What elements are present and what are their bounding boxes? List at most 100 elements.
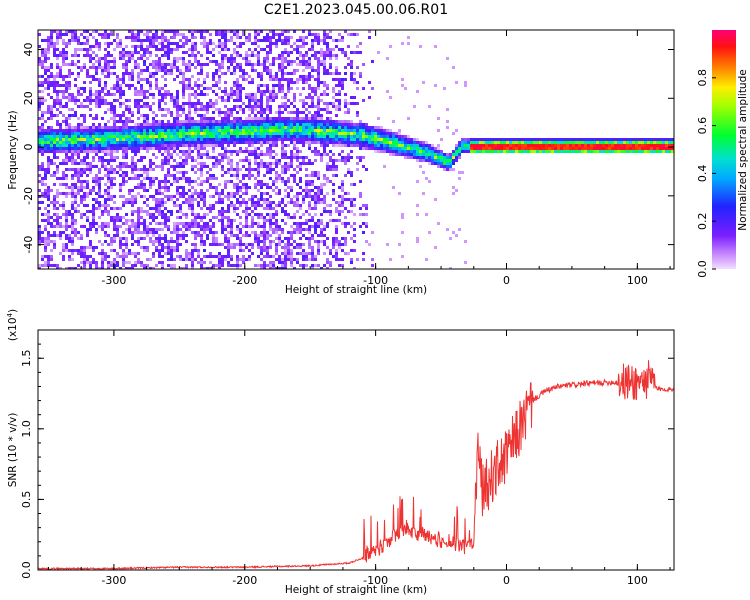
heatmap-cell: [176, 144, 179, 147]
heatmap-cell: [53, 246, 56, 249]
heatmap-cell: [140, 183, 143, 186]
heatmap-cell: [410, 147, 413, 150]
heatmap-cell: [335, 72, 338, 75]
heatmap-cell: [197, 126, 200, 129]
heatmap-cell: [290, 264, 293, 267]
heatmap-cell: [173, 150, 176, 153]
heatmap-cell: [104, 192, 107, 195]
heatmap-cell: [95, 228, 98, 231]
heatmap-cell: [347, 126, 350, 129]
heatmap-cell: [350, 102, 353, 105]
heatmap-cell: [245, 39, 248, 42]
heatmap-cell: [377, 144, 380, 147]
heatmap-cell: [251, 126, 254, 129]
heatmap-cell: [143, 177, 146, 180]
heatmap-cell: [227, 255, 230, 258]
heatmap-cell: [230, 138, 233, 141]
heatmap-cell: [176, 240, 179, 243]
heatmap-cell: [62, 159, 65, 162]
heatmap-cell: [338, 120, 341, 123]
heatmap-cell: [59, 111, 62, 114]
heatmap-cell: [179, 204, 182, 207]
heatmap-cell: [203, 162, 206, 165]
heatmap-cell: [182, 78, 185, 81]
heatmap-cell: [266, 123, 269, 126]
heatmap-cell: [305, 60, 308, 63]
heatmap-cell: [362, 141, 365, 144]
heatmap-cell: [221, 231, 224, 234]
heatmap-cell: [209, 243, 212, 246]
heatmap-cell: [263, 225, 266, 228]
heatmap-cell: [281, 60, 284, 63]
heatmap-cell: [101, 225, 104, 228]
heatmap-cell: [107, 147, 110, 150]
heatmap-cell: [86, 204, 89, 207]
heatmap-cell: [395, 153, 398, 156]
heatmap-cell: [242, 135, 245, 138]
heatmap-cell: [299, 120, 302, 123]
heatmap-cell: [236, 87, 239, 90]
heatmap-cell: [185, 198, 188, 201]
heatmap-cell: [92, 258, 95, 261]
heatmap-cell: [263, 132, 266, 135]
heatmap-cell: [71, 96, 74, 99]
heatmap-cell: [146, 57, 149, 60]
heatmap-cell: [146, 246, 149, 249]
heatmap-cell: [140, 264, 143, 267]
heatmap-cell: [74, 126, 77, 129]
heatmap-cell: [47, 78, 50, 81]
heatmap-cell: [257, 243, 260, 246]
heatmap-cell: [401, 213, 404, 216]
heatmap-cell: [65, 105, 68, 108]
heatmap-cell: [335, 144, 338, 147]
heatmap-cell: [44, 219, 47, 222]
heatmap-cell: [182, 63, 185, 66]
heatmap-cell: [260, 153, 263, 156]
heatmap-cell: [119, 246, 122, 249]
heatmap-cell: [155, 222, 158, 225]
heatmap-cell: [317, 117, 320, 120]
heatmap-cell: [314, 201, 317, 204]
heatmap-cell: [236, 126, 239, 129]
heatmap-cell: [215, 138, 218, 141]
heatmap-cell: [119, 165, 122, 168]
heatmap-cell: [311, 189, 314, 192]
heatmap-cell: [38, 138, 41, 141]
heatmap-cell: [179, 81, 182, 84]
heatmap-cell: [185, 177, 188, 180]
heatmap-cell: [56, 168, 59, 171]
heatmap-cell: [86, 255, 89, 258]
heatmap-cell: [323, 30, 326, 33]
heatmap-cell: [200, 258, 203, 261]
heatmap-cell: [407, 135, 410, 138]
heatmap-cell: [170, 138, 173, 141]
heatmap-cell: [68, 138, 71, 141]
heatmap-cell: [302, 228, 305, 231]
heatmap-cell: [242, 102, 245, 105]
heatmap-cell: [197, 255, 200, 258]
heatmap-cell: [398, 150, 401, 153]
heatmap-cell: [110, 60, 113, 63]
heatmap-cell: [50, 264, 53, 267]
heatmap-cell: [38, 147, 41, 150]
heatmap-cell: [266, 252, 269, 255]
heatmap-cell: [68, 135, 71, 138]
heatmap-cell: [254, 186, 257, 189]
heatmap-cell: [317, 63, 320, 66]
heatmap-cell: [359, 141, 362, 144]
heatmap-cell: [407, 138, 410, 141]
heatmap-cell: [245, 126, 248, 129]
heatmap-cell: [56, 222, 59, 225]
heatmap-cell: [167, 264, 170, 267]
heatmap-cell: [275, 120, 278, 123]
heatmap-cell: [110, 168, 113, 171]
heatmap-cell: [125, 222, 128, 225]
heatmap-cell: [221, 255, 224, 258]
heatmap-cell: [296, 195, 299, 198]
heatmap-cell: [59, 132, 62, 135]
heatmap-cell: [290, 225, 293, 228]
heatmap-cell: [329, 57, 332, 60]
heatmap-cell: [197, 108, 200, 111]
heatmap-cell: [257, 105, 260, 108]
heatmap-cell: [305, 108, 308, 111]
